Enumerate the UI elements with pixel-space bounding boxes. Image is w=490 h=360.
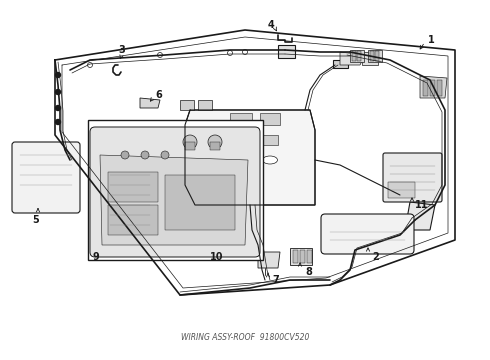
Text: 7: 7: [272, 275, 279, 285]
Polygon shape: [340, 52, 365, 65]
Text: 3: 3: [118, 45, 125, 55]
Circle shape: [208, 135, 222, 149]
Polygon shape: [230, 113, 252, 125]
FancyBboxPatch shape: [383, 153, 442, 202]
Polygon shape: [375, 51, 379, 61]
Polygon shape: [258, 252, 280, 268]
Circle shape: [243, 49, 247, 54]
Text: WIRING ASSY-ROOF  91800CV520: WIRING ASSY-ROOF 91800CV520: [181, 333, 309, 342]
Text: 1: 1: [428, 35, 435, 45]
Polygon shape: [108, 172, 158, 202]
Polygon shape: [278, 45, 295, 58]
Polygon shape: [352, 51, 356, 61]
Polygon shape: [260, 135, 278, 145]
Polygon shape: [350, 50, 364, 62]
Polygon shape: [423, 80, 428, 96]
Polygon shape: [357, 51, 361, 61]
Polygon shape: [108, 205, 158, 235]
Polygon shape: [198, 100, 212, 110]
Polygon shape: [362, 52, 378, 65]
Polygon shape: [405, 202, 435, 230]
Polygon shape: [370, 51, 374, 61]
Circle shape: [55, 72, 60, 77]
Polygon shape: [185, 110, 315, 205]
Text: 5: 5: [32, 215, 39, 225]
FancyBboxPatch shape: [88, 120, 263, 260]
Text: 4: 4: [268, 20, 275, 30]
Polygon shape: [437, 80, 442, 96]
Text: 2: 2: [372, 252, 379, 262]
Circle shape: [227, 50, 232, 55]
Circle shape: [88, 63, 93, 68]
Circle shape: [121, 151, 129, 159]
Circle shape: [55, 120, 60, 125]
Circle shape: [183, 135, 197, 149]
Text: 6: 6: [155, 90, 162, 100]
Ellipse shape: [263, 156, 277, 164]
Polygon shape: [235, 135, 253, 145]
Polygon shape: [180, 100, 194, 110]
Polygon shape: [100, 155, 248, 245]
Polygon shape: [185, 142, 195, 150]
Circle shape: [157, 53, 163, 58]
Polygon shape: [333, 60, 348, 68]
Polygon shape: [290, 248, 312, 265]
Text: 11: 11: [415, 200, 428, 210]
Polygon shape: [420, 76, 447, 98]
Ellipse shape: [202, 161, 218, 170]
FancyBboxPatch shape: [90, 127, 260, 257]
Circle shape: [55, 90, 60, 94]
Polygon shape: [210, 142, 220, 150]
FancyBboxPatch shape: [321, 214, 414, 254]
Polygon shape: [165, 175, 235, 230]
Polygon shape: [300, 250, 305, 263]
Circle shape: [161, 151, 169, 159]
Circle shape: [141, 151, 149, 159]
FancyBboxPatch shape: [12, 142, 80, 213]
Ellipse shape: [201, 135, 219, 145]
Polygon shape: [307, 250, 312, 263]
Polygon shape: [260, 113, 280, 125]
Text: 8: 8: [305, 267, 312, 277]
Circle shape: [55, 105, 60, 111]
Polygon shape: [430, 80, 435, 96]
Text: 10: 10: [210, 252, 223, 262]
Polygon shape: [293, 250, 298, 263]
Text: 9: 9: [92, 252, 99, 262]
Polygon shape: [388, 182, 415, 198]
Polygon shape: [235, 155, 253, 165]
Polygon shape: [140, 98, 160, 108]
Polygon shape: [368, 50, 382, 62]
